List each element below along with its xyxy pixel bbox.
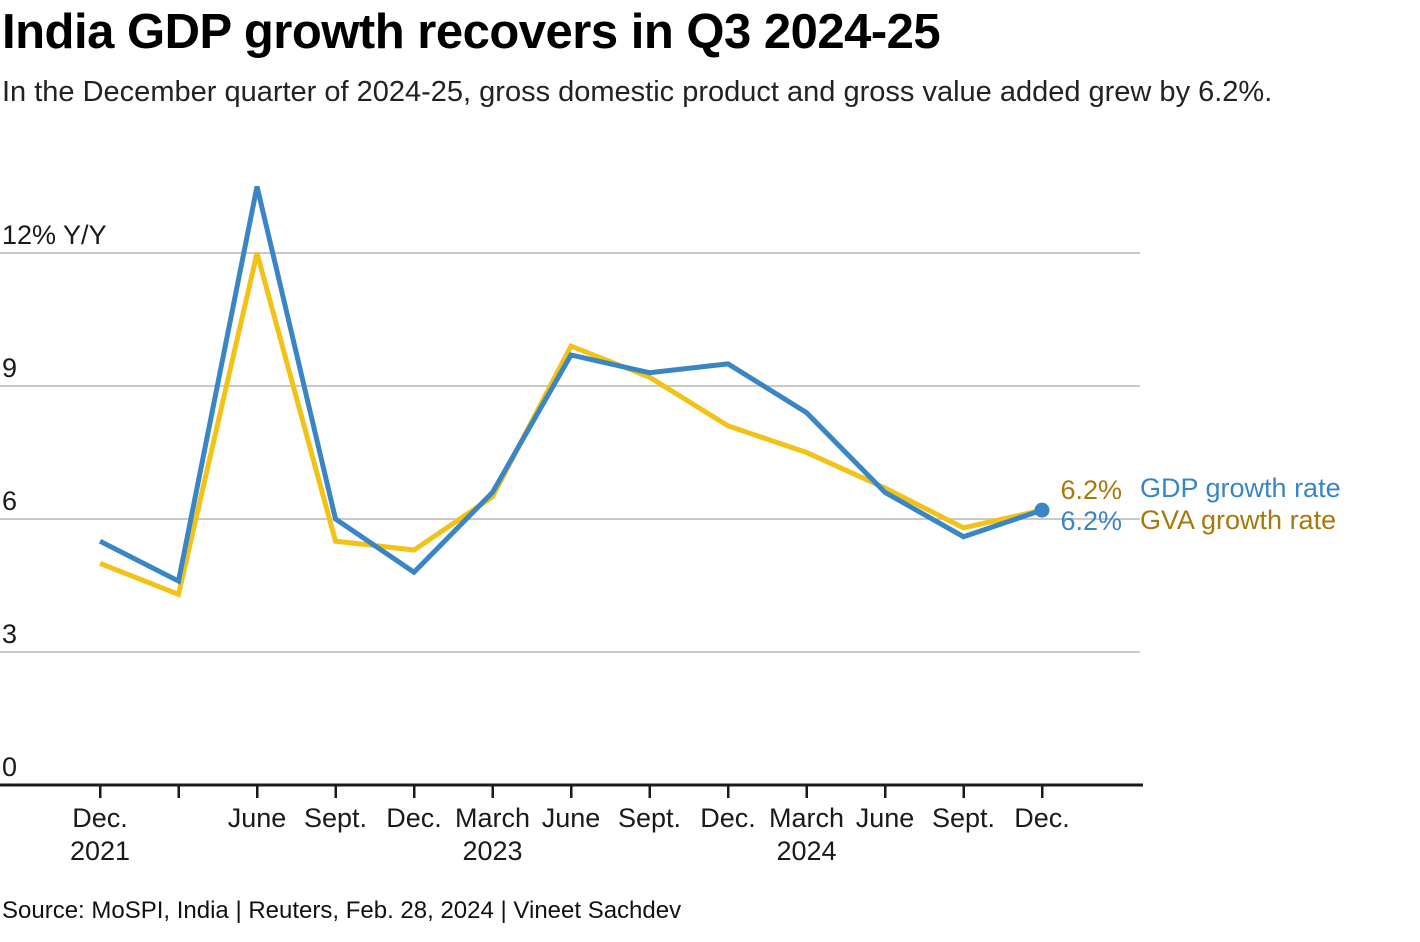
x-axis-label: June (227, 803, 287, 833)
series-end-value: 6.2% (1060, 506, 1122, 536)
x-axis-label: Dec. 2021 (69, 803, 131, 866)
x-axis-label: June (541, 803, 601, 833)
x-axis-label: June (855, 803, 915, 833)
series-line-gdp (98, 185, 1043, 585)
x-axis-label: Sept. (931, 803, 996, 833)
y-axis-label: 0 (2, 752, 18, 782)
series-end-value: 6.2% (1060, 475, 1122, 505)
y-axis-label: 9 (2, 353, 18, 383)
end-point-marker (1034, 502, 1050, 518)
y-axis-label: 3 (2, 619, 18, 649)
x-axis-label: Sept. (617, 803, 682, 833)
y-axis-label: 6 (2, 486, 18, 516)
x-axis-label: March 2024 (768, 803, 845, 866)
x-axis-label: March 2023 (454, 803, 531, 866)
x-axis-label: Dec. (1014, 803, 1070, 833)
source-attribution: Source: MoSPI, India | Reuters, Feb. 28,… (2, 897, 682, 924)
x-axis-label: Dec. (700, 803, 756, 833)
chart-subtitle: In the December quarter of 2024-25, gros… (2, 76, 1273, 108)
x-axis-label: Dec. (386, 803, 442, 833)
chart-title: India GDP growth recovers in Q3 2024-25 (2, 5, 941, 59)
series-name-label: GVA growth rate (1140, 505, 1337, 535)
series-line-gva (99, 252, 1043, 598)
x-axis-label: Sept. (303, 803, 368, 833)
y-axis-label: 12% Y/Y (2, 220, 107, 250)
series-name-label: GDP growth rate (1140, 473, 1341, 503)
